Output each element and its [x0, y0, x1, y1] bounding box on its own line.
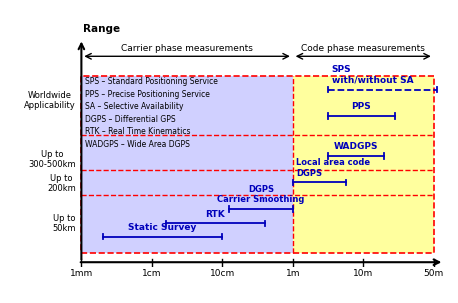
Text: 1mm: 1mm [70, 269, 93, 278]
Text: Up to
50km: Up to 50km [52, 214, 76, 233]
Text: Up to
200km: Up to 200km [47, 174, 76, 193]
Text: DGPS
Carrier Smoothing: DGPS Carrier Smoothing [218, 185, 305, 204]
Bar [82, 76, 434, 253]
Text: 50m: 50m [424, 269, 444, 278]
Text: Range: Range [83, 24, 120, 34]
Text: 10m: 10m [353, 269, 373, 278]
Bar [82, 76, 293, 253]
Text: RTK: RTK [205, 210, 225, 218]
Text: WADGPS: WADGPS [334, 142, 378, 151]
Text: Carrier phase measurements: Carrier phase measurements [121, 44, 253, 53]
Text: Up to
300-500km: Up to 300-500km [28, 150, 76, 169]
Text: PPS: PPS [352, 102, 371, 111]
Text: 1cm: 1cm [142, 269, 162, 278]
Text: SPS – Standard Positioning Service
PPS – Precise Positioning Service
SA – Select: SPS – Standard Positioning Service PPS –… [85, 77, 218, 149]
Text: 10cm: 10cm [210, 269, 235, 278]
Text: Code phase measurements: Code phase measurements [301, 44, 425, 53]
Text: Static Survey: Static Survey [128, 223, 196, 232]
Text: SPS
with/without SA: SPS with/without SA [332, 65, 413, 85]
Text: Local area code
DGPS: Local area code DGPS [296, 158, 371, 178]
Bar [293, 76, 434, 253]
Text: Worldwide
Applicability: Worldwide Applicability [24, 91, 76, 110]
Text: 1m: 1m [285, 269, 300, 278]
